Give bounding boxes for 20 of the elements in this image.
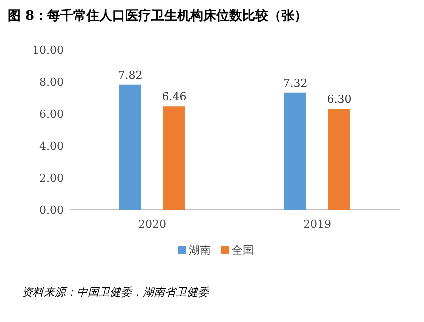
bar xyxy=(120,84,142,210)
bar xyxy=(284,92,306,210)
text: 资料来源：中国卫健委，湖南省卫健委 xyxy=(22,286,211,299)
y-tick-label: 8.00 xyxy=(40,76,64,89)
y-tick-label: 2.00 xyxy=(40,172,64,185)
bar xyxy=(328,109,350,210)
text: 6.46 xyxy=(162,90,187,104)
legend-label: 湖南 xyxy=(189,244,211,257)
x-tick-label: 2019 xyxy=(304,218,332,231)
y-tick-label: 10.00 xyxy=(32,44,64,57)
text: 7.32 xyxy=(283,76,308,90)
y-tick-label: 6.00 xyxy=(40,108,64,121)
y-tick-label: 0.00 xyxy=(40,204,64,217)
text: 7.82 xyxy=(118,68,143,82)
x-tick-label: 2020 xyxy=(138,218,166,231)
bar xyxy=(164,106,186,210)
text: 6.30 xyxy=(327,93,352,106)
chart-title: 图 8：每千常住人口医疗卫生机构床位数比较（张） xyxy=(8,8,308,24)
legend-label: 全国 xyxy=(232,244,254,257)
y-tick-label: 4.00 xyxy=(40,140,64,153)
